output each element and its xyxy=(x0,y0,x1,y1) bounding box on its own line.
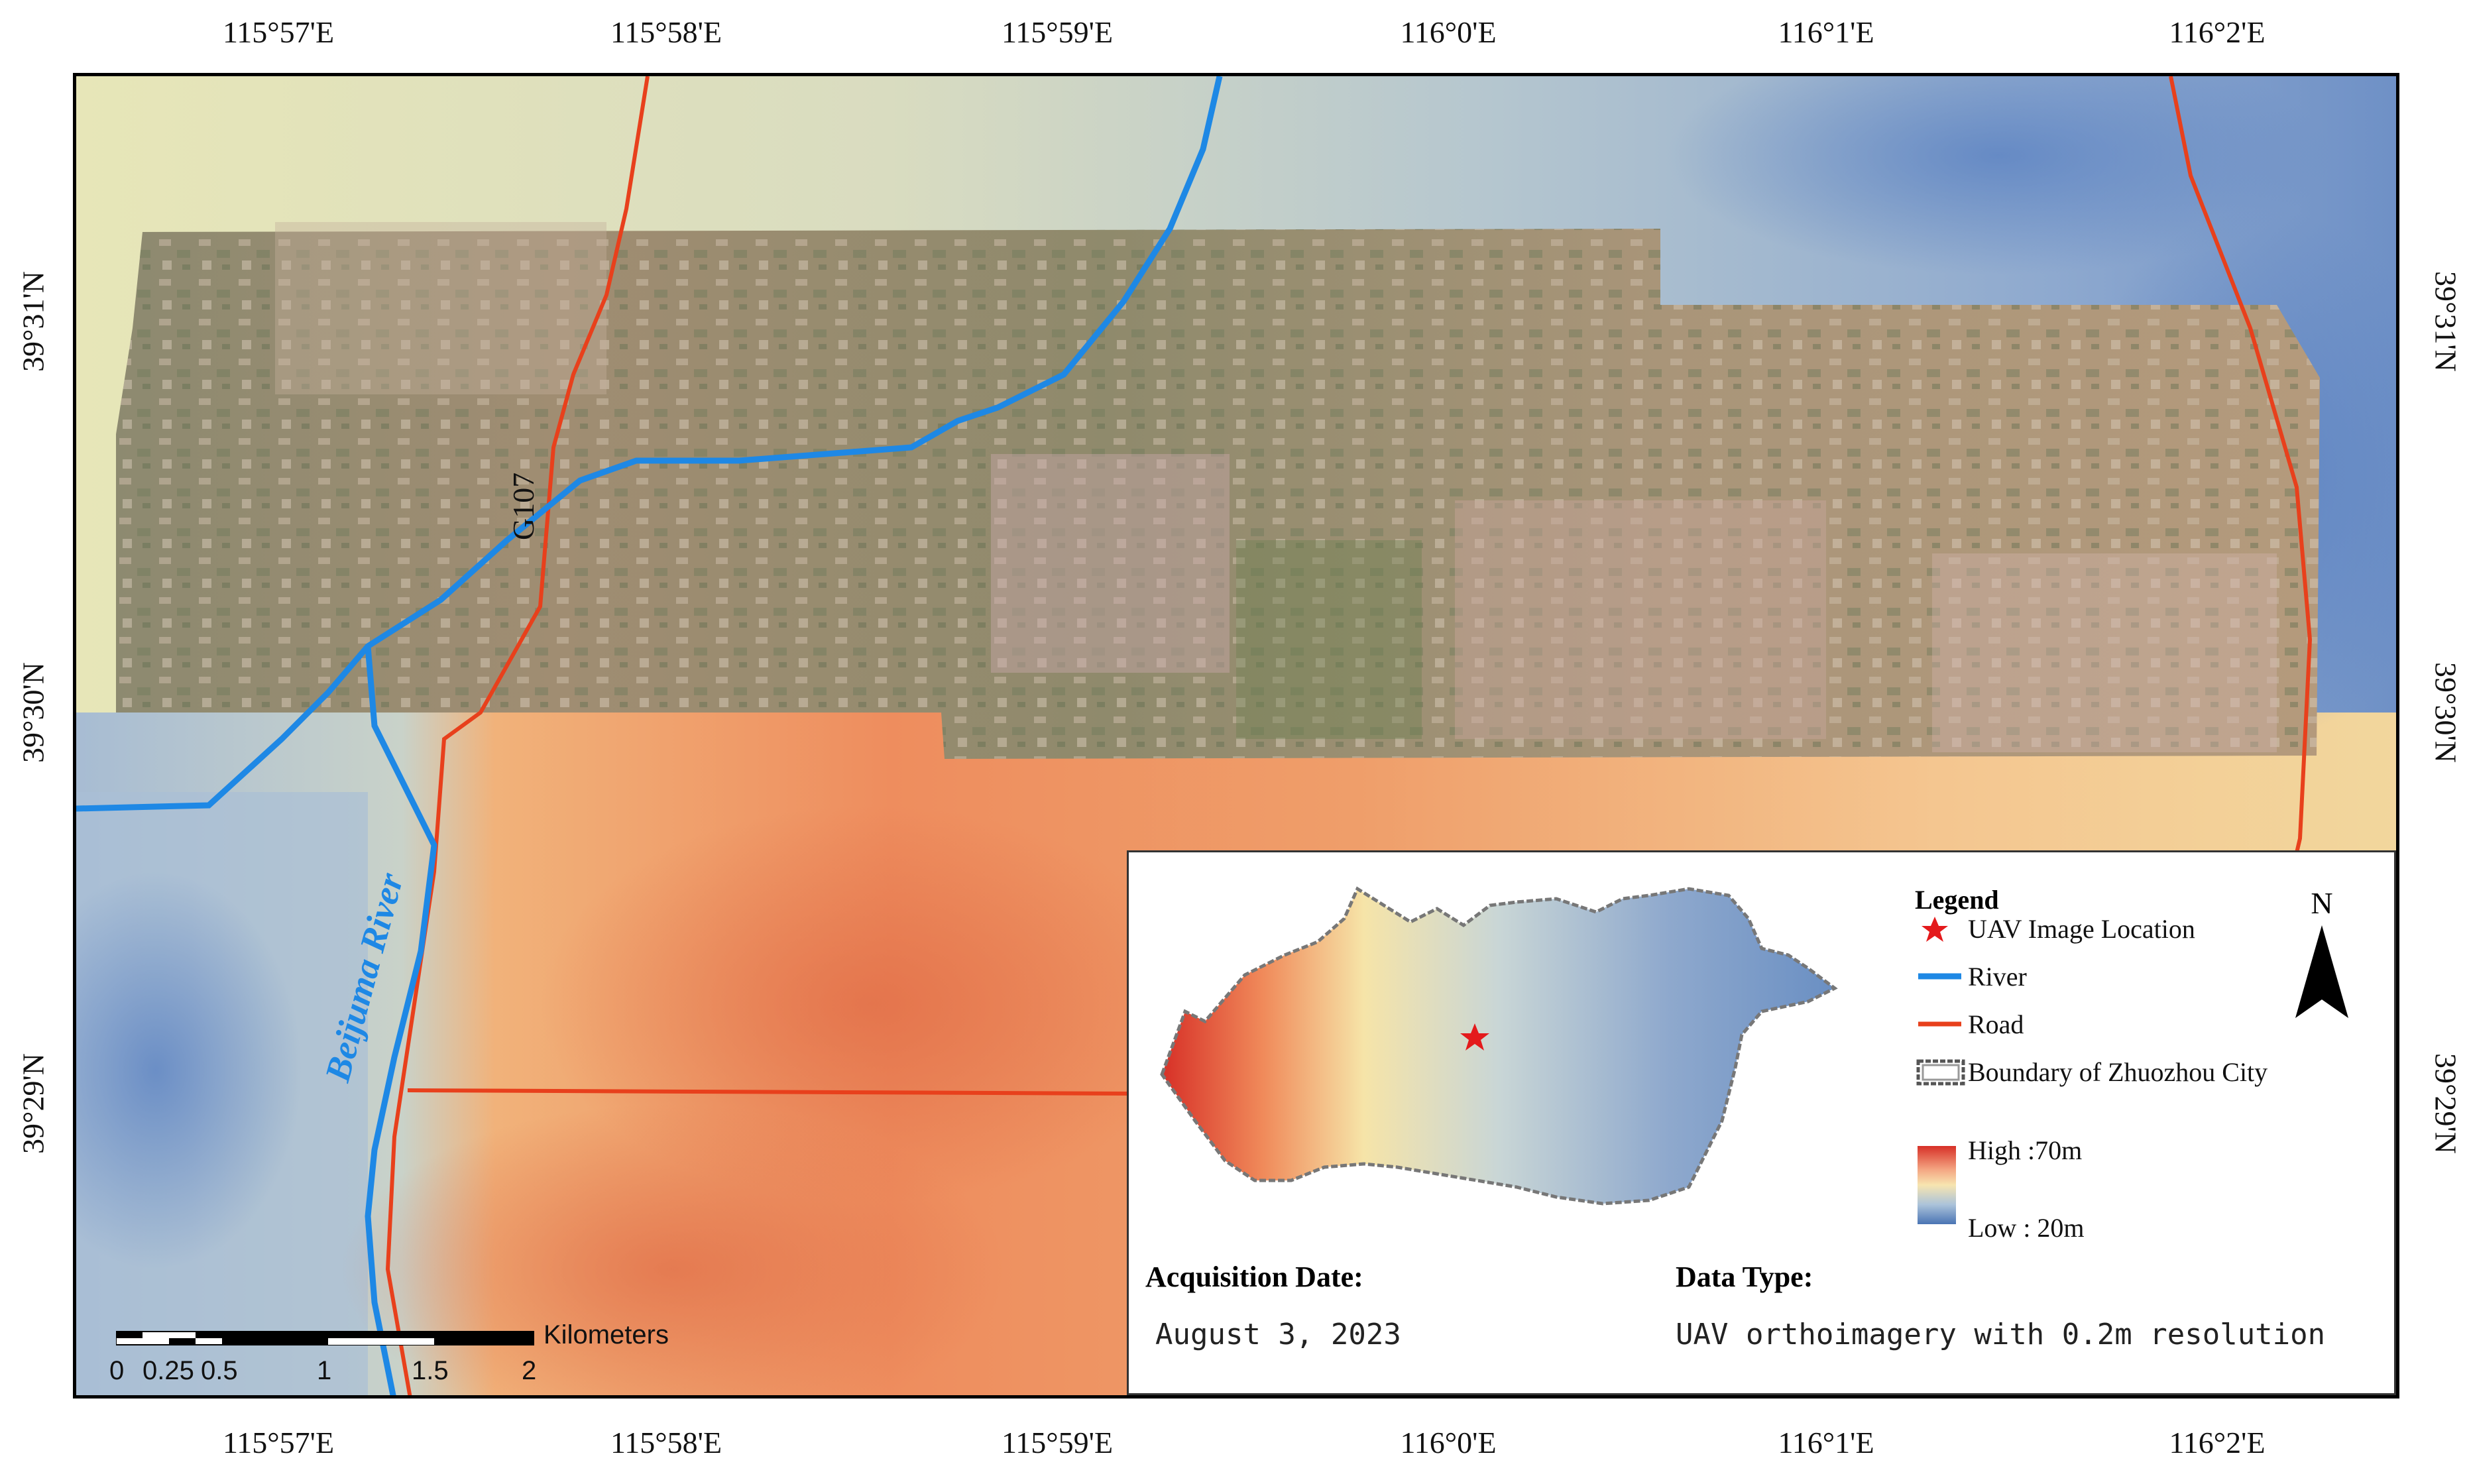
lon-label-bottom-3: 115°59'E xyxy=(1001,1426,1114,1459)
lon-label-top-1: 115°57'E xyxy=(222,15,335,49)
scale-tick-2: 2 xyxy=(522,1356,537,1385)
legend-item-uav: UAV Image Location xyxy=(1915,909,2195,948)
lat-label-left-3: 39°29'N xyxy=(16,1053,50,1154)
lat-label-right-3: 39°29'N xyxy=(2429,1053,2463,1154)
road-east xyxy=(2169,76,2313,939)
lon-label-top-3: 115°59'E xyxy=(1001,15,1114,49)
legend-inset-panel: Legend UAV Image Location River Road Bou… xyxy=(1127,850,2396,1395)
legend-item-road: Road xyxy=(1915,1004,2024,1044)
lon-label-bottom-6: 116°2'E xyxy=(2169,1426,2266,1459)
lat-label-right-2: 39°30'N xyxy=(2429,662,2463,763)
legend-label-boundary: Boundary of Zhuozhou City xyxy=(1968,1056,2268,1087)
data-type-value: UAV orthoimagery with 0.2m resolution xyxy=(1676,1318,2326,1351)
road-g107 xyxy=(385,76,650,1395)
main-map[interactable]: Beijuma River G107 xyxy=(73,73,2399,1398)
elevation-low-label: Low : 20m xyxy=(1968,1213,2085,1243)
red-line-icon xyxy=(1915,1004,1968,1044)
legend-title: Legend xyxy=(1915,885,1999,915)
data-type-label: Data Type: xyxy=(1676,1261,1813,1293)
lat-label-right-1: 39°31'N xyxy=(2429,271,2463,372)
elevation-high-label: High :70m xyxy=(1968,1135,2083,1165)
lon-label-bottom-2: 115°58'E xyxy=(610,1426,722,1459)
acquisition-date-value: August 3, 2023 xyxy=(1155,1318,1401,1351)
legend-label-road: Road xyxy=(1968,1009,2024,1039)
lon-label-bottom-5: 116°1'E xyxy=(1778,1426,1874,1459)
legend-label-uav: UAV Image Location xyxy=(1968,913,2195,944)
scale-tick-025: 0.25 xyxy=(143,1356,194,1385)
map-canvas: Beijuma River G107 xyxy=(76,76,2396,1395)
acquisition-date-label: Acquisition Date: xyxy=(1145,1261,1363,1293)
legend-item-boundary: Boundary of Zhuozhou City xyxy=(1915,1052,2268,1092)
north-arrow-icon xyxy=(2295,925,2348,1018)
lon-label-bottom-1: 115°57'E xyxy=(222,1426,335,1459)
lon-label-top-6: 116°2'E xyxy=(2169,15,2266,49)
road-label: G107 xyxy=(506,473,540,540)
north-label: N xyxy=(2311,886,2333,920)
road-east-west xyxy=(407,1088,1137,1096)
scale-tick-0: 0 xyxy=(109,1356,125,1385)
lon-label-top-2: 115°58'E xyxy=(610,15,722,49)
scale-tick-1: 1 xyxy=(317,1356,332,1385)
red-star-icon xyxy=(1915,909,1968,948)
scale-tick-15: 1.5 xyxy=(412,1356,449,1385)
zhuozhou-location-map xyxy=(1160,886,1838,1206)
legend-item-river: River xyxy=(1915,956,2027,996)
boundary-icon xyxy=(1915,1052,1968,1092)
river-beijuma xyxy=(365,646,437,1395)
lat-label-left-1: 39°31'N xyxy=(16,271,50,372)
scale-unit: Kilometers xyxy=(544,1320,669,1349)
river-main xyxy=(76,76,1223,812)
lat-label-left-2: 39°30'N xyxy=(16,662,50,763)
lon-label-top-4: 116°0'E xyxy=(1400,15,1497,49)
lon-label-top-5: 116°1'E xyxy=(1778,15,1874,49)
scale-bar-graphic xyxy=(116,1331,534,1345)
elevation-ramp xyxy=(1918,1146,1956,1224)
zhuozhou-boundary xyxy=(1160,886,1838,1206)
legend-label-river: River xyxy=(1968,961,2027,992)
uav-location-star-icon xyxy=(1460,1023,1489,1051)
scale-tick-05: 0.5 xyxy=(201,1356,238,1385)
blue-line-icon xyxy=(1915,956,1968,996)
lon-label-bottom-4: 116°0'E xyxy=(1400,1426,1497,1459)
